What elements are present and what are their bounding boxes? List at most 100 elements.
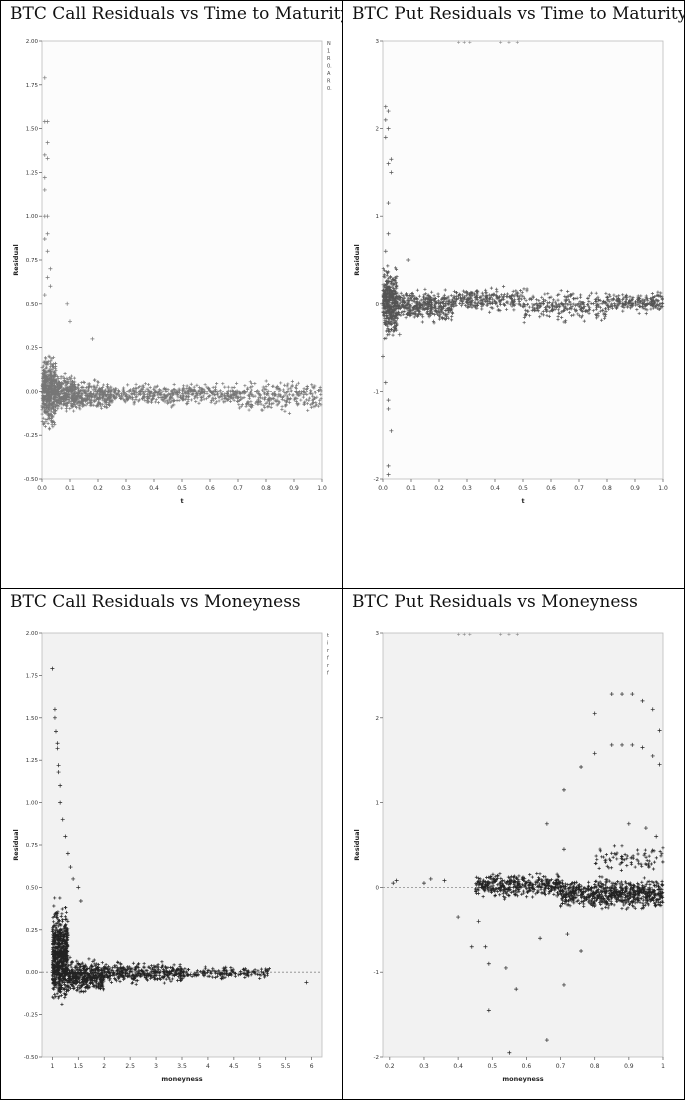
data-point (164, 969, 169, 973)
x-axis-label: t (521, 497, 524, 505)
legend-fragment: R (327, 56, 331, 62)
data-point (491, 293, 495, 297)
data-point (636, 296, 640, 300)
data-point (230, 389, 234, 393)
data-point (81, 392, 85, 396)
data-point (41, 375, 45, 379)
data-point (293, 386, 298, 390)
data-point (203, 383, 207, 387)
data-point (126, 383, 130, 387)
data-point (100, 389, 104, 393)
data-point (605, 295, 609, 299)
data-point (617, 294, 621, 298)
data-point (563, 299, 567, 303)
data-point (284, 391, 288, 395)
data-point (564, 295, 569, 300)
data-point (594, 307, 598, 311)
data-point (143, 392, 147, 397)
data-point (518, 303, 522, 307)
data-point (172, 399, 176, 403)
data-point (94, 385, 98, 390)
data-point (68, 407, 72, 411)
data-point (190, 392, 194, 397)
data-point (436, 307, 440, 311)
data-point (556, 317, 560, 322)
data-point (42, 187, 47, 192)
data-point (580, 305, 584, 309)
data-point (42, 152, 47, 157)
data-point (587, 299, 591, 304)
data-point (145, 978, 150, 982)
data-point (275, 384, 279, 388)
data-point (646, 298, 650, 302)
data-point (114, 395, 119, 399)
data-point (285, 394, 290, 398)
data-point (41, 364, 46, 368)
data-point (263, 398, 267, 402)
data-point (63, 963, 67, 967)
data-point (279, 394, 283, 398)
data-point (109, 398, 113, 402)
data-point (213, 402, 217, 406)
data-point (69, 399, 73, 404)
chart-call-vs-moneyness: -0.50-0.250.000.250.500.751.001.251.501.… (12, 631, 330, 1083)
data-point (99, 985, 103, 989)
data-point (169, 394, 173, 399)
data-point (113, 965, 117, 969)
data-point (75, 959, 79, 963)
data-point (200, 396, 204, 400)
data-point (54, 925, 58, 929)
data-point (524, 299, 528, 303)
data-point (395, 299, 399, 303)
data-point (62, 376, 66, 381)
data-point (399, 291, 403, 295)
y-tick-label: 1.50 (26, 716, 39, 722)
data-point (387, 295, 391, 300)
data-point (621, 309, 625, 313)
data-point (421, 315, 425, 319)
data-point (485, 299, 489, 304)
data-point (641, 300, 645, 305)
data-point (277, 400, 281, 404)
data-point (64, 385, 68, 389)
data-point (642, 303, 646, 307)
data-point (481, 301, 485, 305)
data-point (594, 300, 598, 304)
data-point (57, 969, 61, 973)
data-point (185, 384, 189, 388)
data-point (234, 394, 238, 398)
data-point (412, 315, 416, 319)
data-point (432, 298, 436, 303)
plot-area (41, 632, 323, 1058)
data-point (60, 1002, 64, 1006)
data-point (58, 934, 62, 939)
data-point (64, 910, 69, 914)
data-point (120, 967, 124, 971)
data-point (386, 321, 391, 325)
data-point (593, 298, 597, 302)
data-point (421, 306, 425, 310)
data-point (237, 973, 241, 977)
y-axis-label: Residual (12, 829, 20, 860)
data-point (225, 394, 229, 398)
data-point (548, 310, 552, 314)
data-point (175, 391, 179, 395)
data-point (56, 976, 60, 980)
data-point (63, 993, 67, 997)
x-tick-label: 3 (154, 1063, 158, 1070)
data-point (556, 315, 560, 319)
data-point (72, 396, 76, 400)
data-point (406, 258, 411, 262)
data-point (153, 388, 157, 392)
data-point (640, 305, 644, 309)
data-point (168, 965, 173, 970)
data-point (84, 969, 88, 973)
y-tick-label: 1.25 (26, 758, 39, 764)
data-point (136, 979, 140, 983)
data-point (58, 946, 62, 950)
data-point (58, 896, 62, 900)
data-point (118, 979, 122, 984)
data-point (319, 392, 323, 397)
data-point (67, 392, 72, 396)
panel-title: BTC Put Residuals vs Time to Maturity (352, 4, 685, 24)
